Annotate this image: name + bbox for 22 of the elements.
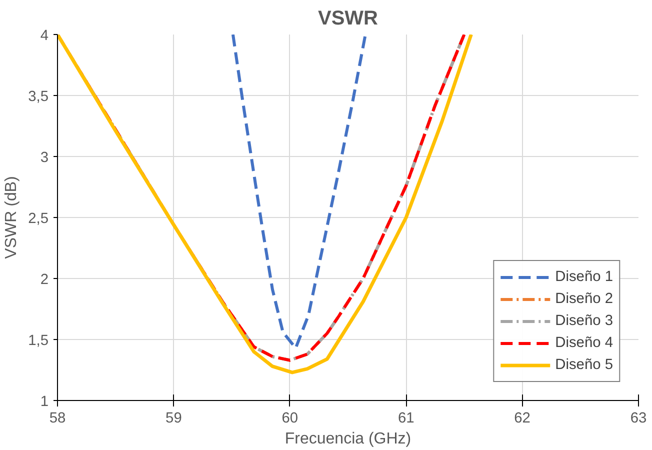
y-tick-label: 3,5 xyxy=(28,89,48,105)
x-tick-label: 59 xyxy=(166,410,182,426)
x-axis-title: Frecuencia (GHz) xyxy=(284,430,412,448)
legend-label: Diseño 5 xyxy=(555,357,613,373)
y-tick-label: 2 xyxy=(40,272,49,288)
x-tick-label: 60 xyxy=(282,410,298,426)
y-tick-label: 1,5 xyxy=(28,333,48,349)
x-tick-label: 58 xyxy=(49,410,66,426)
y-tick-label: 2,5 xyxy=(28,211,48,227)
y-tick-label: 3 xyxy=(40,150,49,166)
x-tick-label: 63 xyxy=(630,410,647,426)
line-series xyxy=(231,34,367,350)
x-tick-label: 61 xyxy=(398,410,414,426)
y-tick-label: 1 xyxy=(40,394,49,410)
legend-label: Diseño 3 xyxy=(555,313,613,329)
y-tick-label: 4 xyxy=(40,28,49,44)
chart-title: VSWR xyxy=(318,8,379,30)
y-axis-title: VSWR (dB) xyxy=(3,176,20,259)
legend-label: Diseño 2 xyxy=(555,291,613,307)
legend-label: Diseño 4 xyxy=(555,335,613,351)
x-tick-label: 62 xyxy=(514,410,530,426)
legend-label: Diseño 1 xyxy=(555,269,613,285)
